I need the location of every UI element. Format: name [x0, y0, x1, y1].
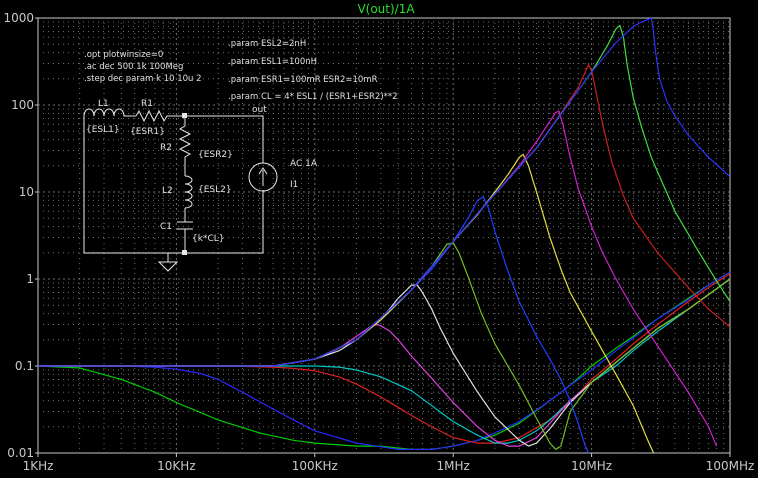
- param-cl: .param CL = 4* ESL1 / (ESR1+ESR2)**2: [228, 92, 398, 102]
- label-kcl: {k*CL}: [192, 234, 224, 244]
- label-l2: L2: [162, 186, 173, 196]
- x-tick-label: 1KHz: [23, 459, 54, 473]
- label-c1: C1: [160, 222, 172, 232]
- grid-lines: [38, 18, 730, 453]
- param-esr: .param ESR1=100mR ESR2=10mR: [228, 75, 378, 85]
- label-esr2: {ESR2}: [198, 150, 233, 160]
- resistor-r2: [178, 125, 192, 162]
- node-out: [182, 113, 187, 118]
- node-bottom: [182, 250, 187, 255]
- label-esr1: {ESR1}: [130, 127, 165, 137]
- directive-3: .step dec param k 10 10u 2: [84, 74, 202, 84]
- label-i1: I1: [290, 180, 298, 190]
- current-source-icon: [248, 162, 278, 192]
- series-line-2: [38, 271, 730, 450]
- label-esl2: {ESL2}: [198, 185, 232, 195]
- label-esl1: {ESL1}: [86, 125, 120, 135]
- label-l1: L1: [98, 99, 109, 109]
- schematic: .opt plotwinsize=0 .ac dec 500 1k 100Meg…: [83, 39, 398, 272]
- x-tick-label: 100MHz: [706, 459, 755, 473]
- ground-icon: [157, 261, 179, 272]
- y-tick-label: 100: [11, 98, 34, 112]
- chart-title: V(out)/1A: [357, 2, 415, 16]
- wire-top: [168, 115, 264, 163]
- capacitor-c1: [177, 221, 193, 230]
- plot-frame: [37, 17, 731, 454]
- x-tick-label: 10MHz: [571, 459, 612, 473]
- y-tick-label: 1: [26, 272, 34, 286]
- directive-1: .opt plotwinsize=0: [84, 50, 163, 60]
- series-line-4: [38, 278, 730, 444]
- y-tick-label: 0.01: [7, 446, 34, 460]
- arrow-up-icon: [258, 167, 268, 186]
- label-r1: R1: [141, 99, 153, 109]
- x-tick-label: 10KHz: [157, 459, 195, 473]
- label-out: out: [252, 105, 267, 115]
- series-group: [38, 18, 730, 453]
- series-line-9: [38, 153, 655, 453]
- y-tick-label: 0.1: [15, 359, 34, 373]
- inductor-l2: [184, 175, 193, 209]
- tick-labels: 1KHz 10KHz 100KHz 1MHz 10MHz 100MHz 1000 100 10 1…: [3, 11, 754, 473]
- x-tick-label: 1MHz: [437, 459, 470, 473]
- inductor-l1: [83, 108, 136, 117]
- label-ac: AC 1A: [290, 159, 318, 169]
- y-tick-label: 1000: [3, 11, 34, 25]
- y-tick-label: 10: [19, 185, 34, 199]
- wire-bottom: [168, 190, 264, 254]
- x-tick-label: 100KHz: [292, 459, 338, 473]
- resistor-r1: [135, 109, 168, 123]
- label-r2: R2: [160, 143, 172, 153]
- param-esl1: .param ESL1=100nH: [228, 57, 317, 67]
- series-line-13: [38, 18, 730, 367]
- wire-left: [83, 116, 168, 254]
- directive-2: .ac dec 500 1k 100Meg: [84, 62, 183, 72]
- param-esl2: .param ESL2=2nH: [228, 39, 306, 49]
- series-line-3: [38, 273, 730, 444]
